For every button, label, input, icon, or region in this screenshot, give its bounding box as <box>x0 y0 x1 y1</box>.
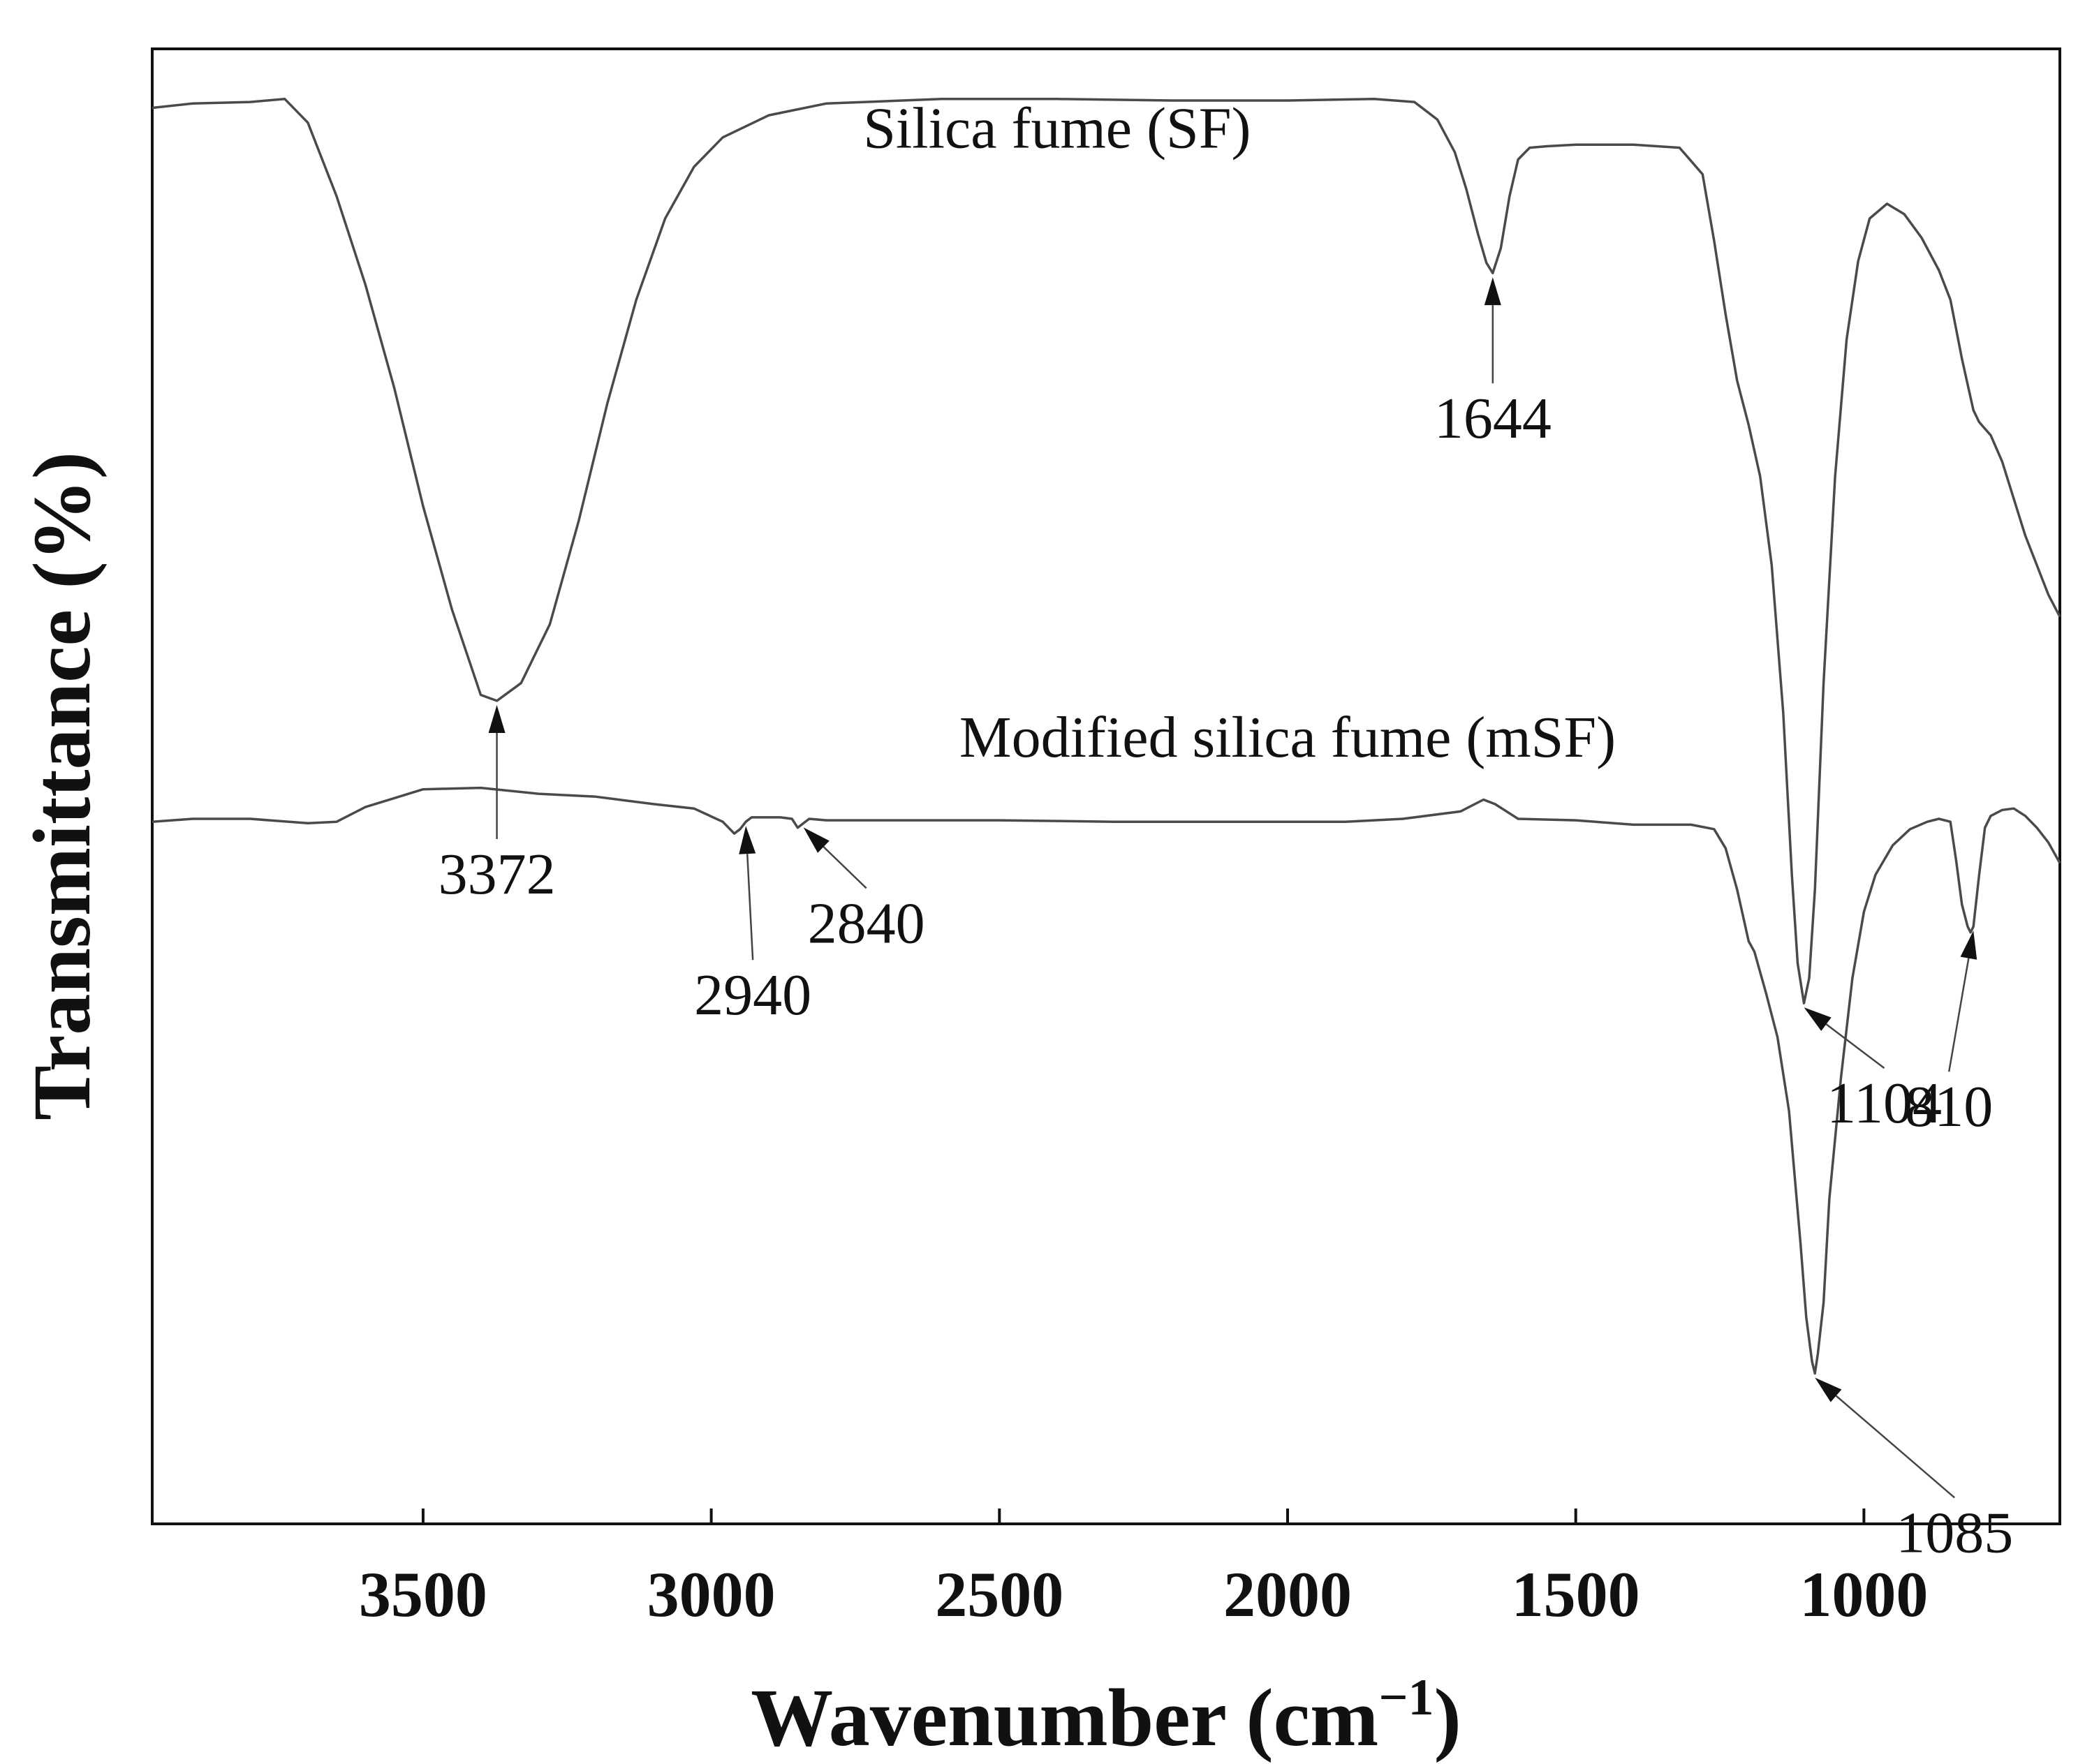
x-tick-label-3000: 3000 <box>647 1559 776 1630</box>
peak-leader-1104 <box>1825 1023 1885 1069</box>
series-line-0 <box>152 98 2061 1005</box>
peak-label-1085: 1085 <box>1896 1500 2013 1565</box>
peak-annotation-1085: 1085 <box>1815 1377 2013 1565</box>
peak-label-2840: 2840 <box>808 891 925 956</box>
x-axis-title: Wavenumber (cm−1) <box>751 1669 1461 1763</box>
x-tick-label-1500: 1500 <box>1512 1559 1640 1630</box>
peak-label-2940: 2940 <box>694 963 811 1028</box>
peak-label-3372: 3372 <box>439 842 556 907</box>
peak-leader-2840 <box>823 846 867 889</box>
peak-label-810: 810 <box>1905 1074 1993 1139</box>
peak-arrow-3372 <box>488 704 506 733</box>
x-tick-label-3500: 3500 <box>359 1559 487 1630</box>
peak-annotation-810: 810 <box>1905 931 1993 1139</box>
peak-annotation-2840: 2840 <box>803 827 925 956</box>
peak-leader-810 <box>1947 958 1970 1072</box>
peak-annotation-1644: 1644 <box>1434 277 1552 451</box>
series-layer <box>152 98 2061 1375</box>
x-tick-label-2500: 2500 <box>935 1559 1063 1630</box>
peak-label-1104: 1104 <box>1827 1071 1942 1136</box>
series-label-0: Silica fume (SF) <box>863 96 1251 161</box>
peak-leader-1085 <box>1835 1395 1956 1499</box>
x-axis-title-superscript: −1 <box>1378 1669 1434 1726</box>
x-tick-label-1000: 1000 <box>1799 1559 1928 1630</box>
plot-frame <box>151 47 2061 1525</box>
peak-arrow-1104 <box>1804 1007 1832 1031</box>
peak-annotation-3372: 3372 <box>439 704 556 907</box>
peak-arrow-1644 <box>1484 277 1501 306</box>
x-axis-title-close: ) <box>1434 1672 1461 1763</box>
series-label-layer: Silica fume (SF) Modified silica fume (mS… <box>863 96 1616 771</box>
peak-arrow-2840 <box>803 827 830 853</box>
y-axis-title: Transmittance (%) <box>16 452 108 1120</box>
x-axis-ticks: 3500 3000 2500 2000 1500 1000 <box>359 1509 1928 1630</box>
peak-annotation-2940: 2940 <box>694 826 811 1028</box>
series-label-1: Modified silica fume (mSF) <box>959 705 1616 770</box>
series-line-1 <box>152 786 2061 1375</box>
x-axis-title-main: Wavenumber (cm <box>751 1672 1378 1763</box>
peak-label-1644: 1644 <box>1434 386 1552 451</box>
peak-annotations: 3372 1644 1104 2940 2840 810 1085 <box>439 277 2013 1565</box>
peak-arrow-2940 <box>739 826 756 854</box>
peak-annotation-1104: 1104 <box>1804 1007 1942 1136</box>
peak-arrow-1085 <box>1815 1377 1842 1402</box>
x-tick-label-2000: 2000 <box>1223 1559 1352 1630</box>
peak-arrow-810 <box>1960 931 1977 960</box>
peak-leader-2940 <box>746 854 754 961</box>
